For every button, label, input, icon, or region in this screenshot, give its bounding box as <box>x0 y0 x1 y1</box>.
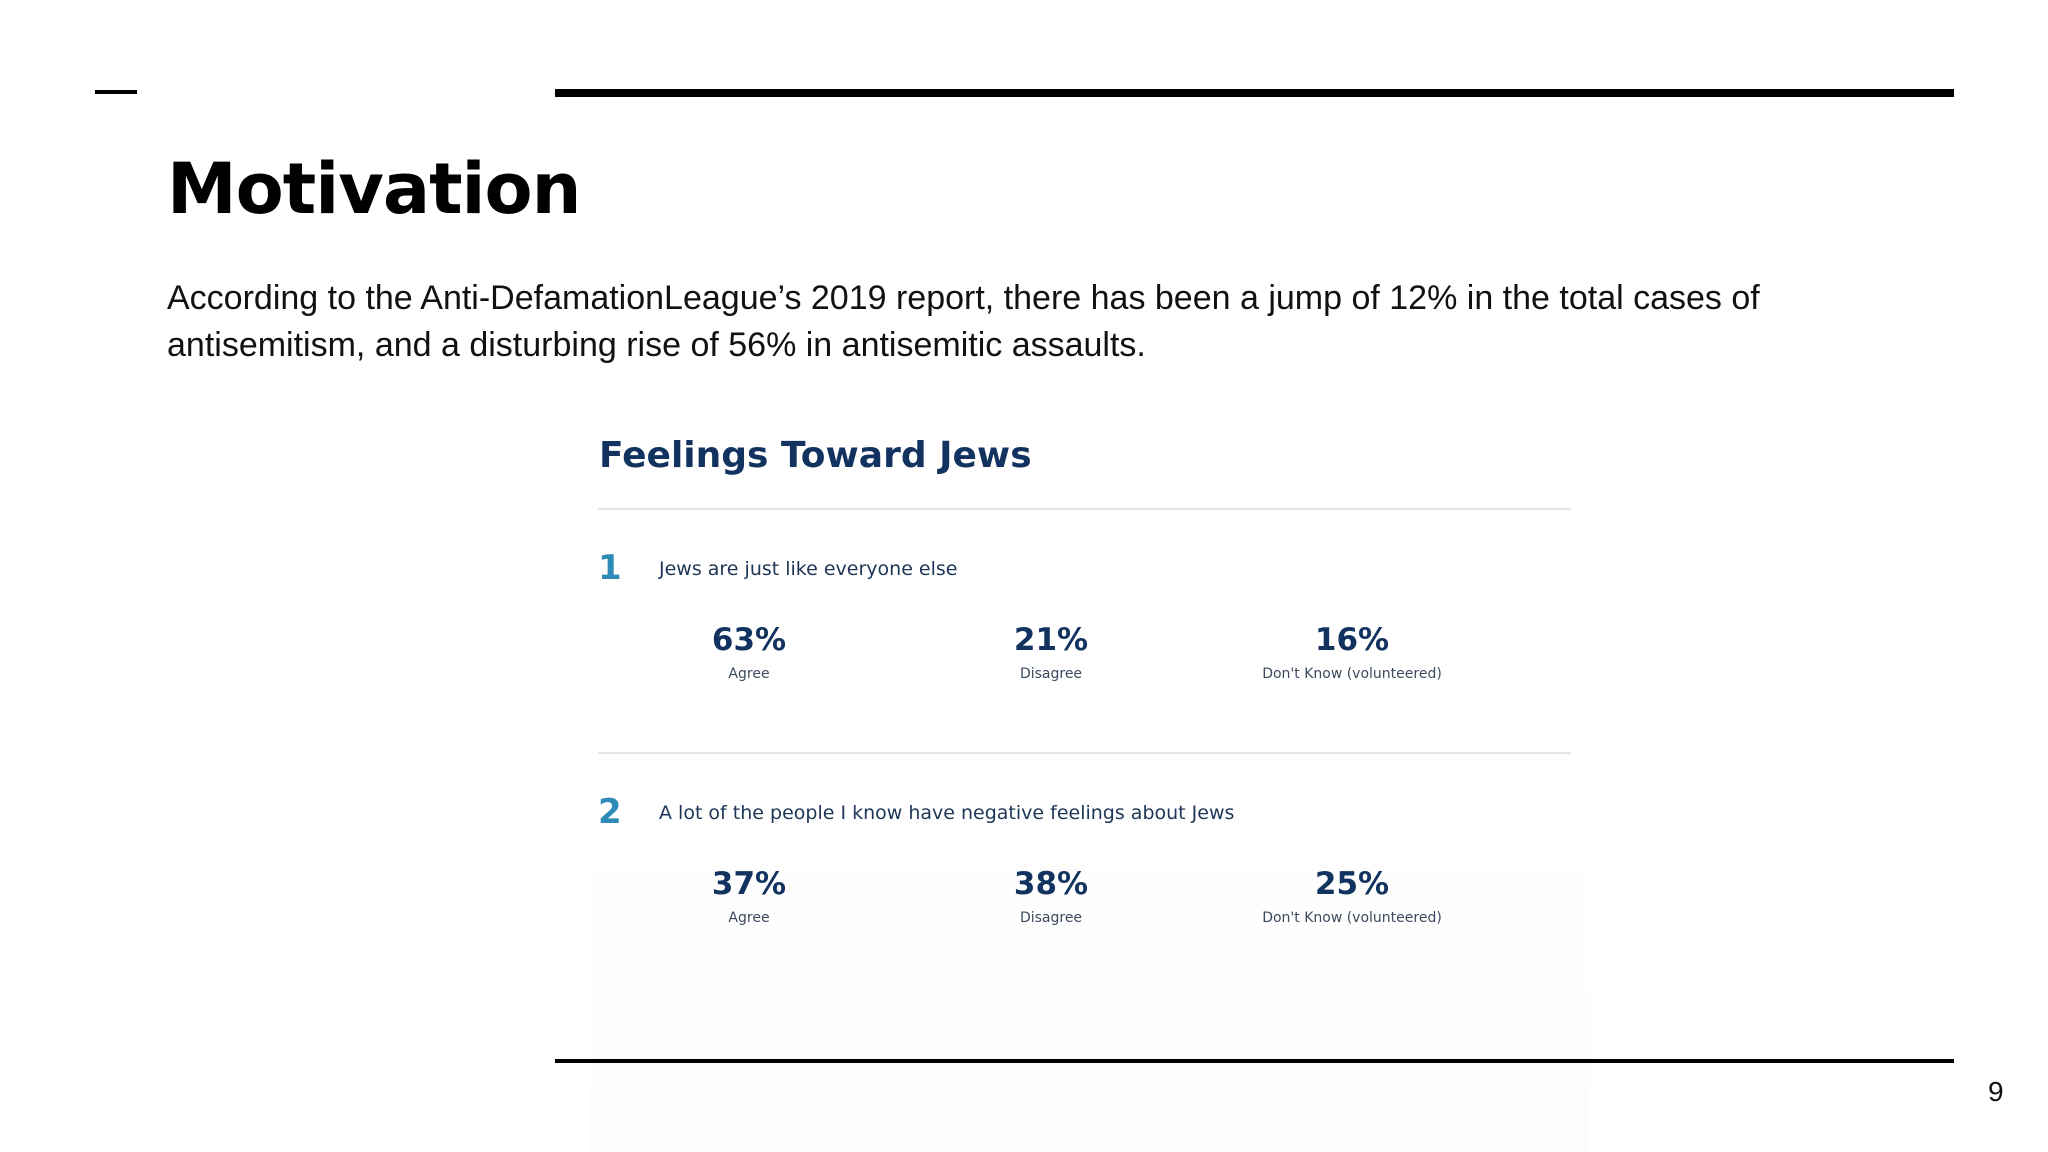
stat-value: 21% <box>1013 622 1089 658</box>
question-text: Jews are just like everyone else <box>659 558 958 580</box>
stat-label: Don't Know (volunteered) <box>1262 910 1442 926</box>
feelings-infographic: Feelings Toward Jews 1 Jews are just lik… <box>590 420 1590 1152</box>
stat-label: Agree <box>728 910 770 926</box>
stat-dont-know: 16% Don't Know (volunteered) <box>1222 620 1482 682</box>
stat-value: 25% <box>1314 866 1390 902</box>
infographic-divider <box>598 752 1571 754</box>
stat-value: 37% <box>711 866 787 902</box>
top-rule <box>555 89 1954 97</box>
stat-label: Agree <box>728 666 770 682</box>
question-text: A lot of the people I know have negative… <box>659 802 1235 824</box>
stat-disagree: 38% Disagree <box>921 864 1181 926</box>
stat-agree: 37% Agree <box>619 864 879 926</box>
stat-disagree: 21% Disagree <box>921 620 1181 682</box>
stat-label: Don't Know (volunteered) <box>1262 666 1442 682</box>
stat-label: Disagree <box>1019 666 1083 682</box>
stat-agree: 63% Agree <box>619 620 879 682</box>
accent-dash <box>95 90 137 94</box>
stat-value: 38% <box>1013 866 1089 902</box>
page-number: 9 <box>1988 1076 2004 1107</box>
slide-body-text: According to the Anti-DefamationLeague’s… <box>167 279 1760 364</box>
infographic-divider <box>598 508 1571 510</box>
question-number: 1 <box>598 548 622 588</box>
stat-dont-know: 25% Don't Know (volunteered) <box>1222 864 1482 926</box>
stat-value: 16% <box>1314 622 1390 658</box>
stat-value: 63% <box>711 622 787 658</box>
slide-title: Motivation <box>167 148 581 230</box>
question-number: 2 <box>598 792 622 832</box>
infographic-title: Feelings Toward Jews <box>599 435 1032 476</box>
bottom-rule <box>555 1059 1954 1063</box>
stat-label: Disagree <box>1019 910 1083 926</box>
